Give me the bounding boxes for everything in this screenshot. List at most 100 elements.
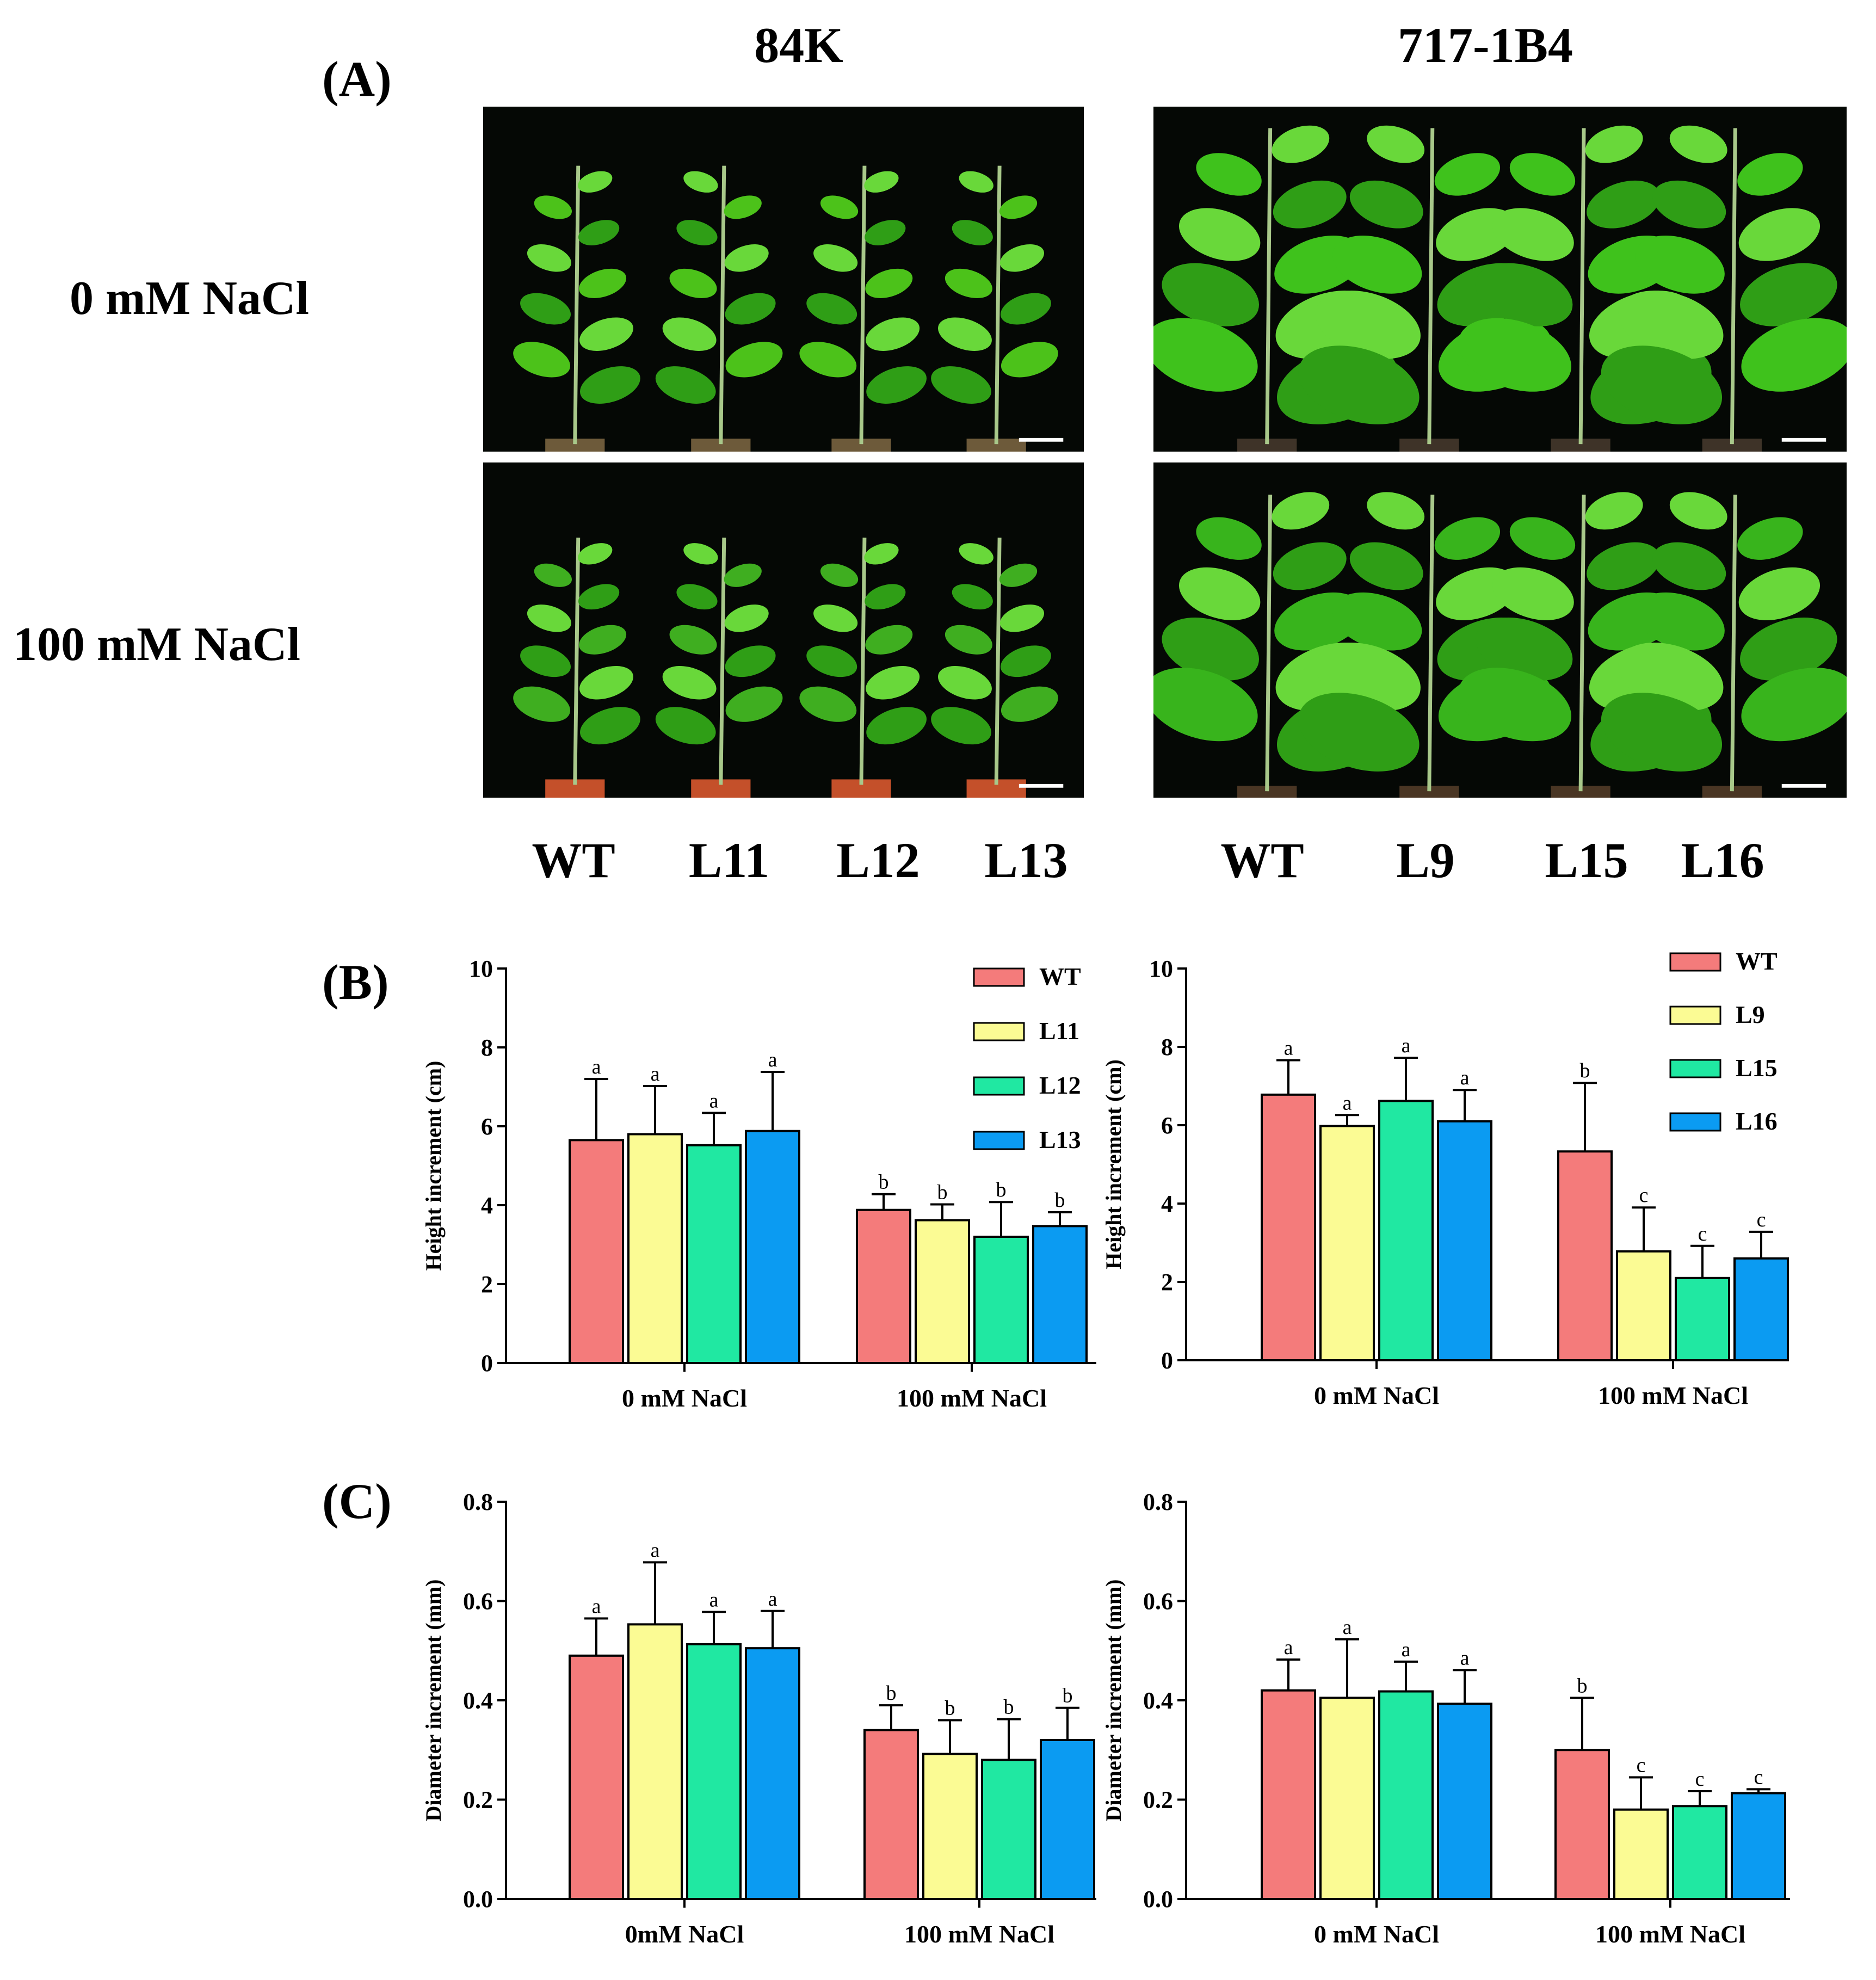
plant-leaf — [820, 195, 859, 219]
plant-pot — [966, 439, 1026, 452]
bar — [745, 1130, 800, 1364]
bar — [1032, 1225, 1088, 1364]
plant-leaf — [513, 342, 571, 378]
significance-letter: a — [592, 1056, 601, 1078]
row-label-salt: 100 mM NaCl — [13, 618, 300, 671]
plant-pot — [1551, 439, 1610, 452]
plant-leaf — [1273, 180, 1347, 229]
plant-leaf — [865, 268, 913, 298]
plant-leaf — [813, 605, 858, 632]
plant-leaf — [1332, 592, 1422, 651]
legend-swatch — [973, 967, 1025, 987]
plant-leaf — [866, 366, 927, 404]
bar — [569, 1654, 624, 1900]
plant-leaf — [1000, 645, 1051, 677]
plant-leaf — [1272, 492, 1330, 530]
plant-leaf — [580, 366, 640, 404]
plant-leaf — [676, 220, 718, 245]
plant-leaf — [1315, 291, 1421, 359]
plant-leaf — [520, 293, 571, 325]
84k-salt-photo — [481, 460, 1086, 800]
bar — [1613, 1808, 1669, 1900]
significance-letter: b — [1004, 1696, 1014, 1719]
plant — [513, 165, 640, 452]
plant-leaf — [578, 220, 620, 245]
plant-stem — [1578, 128, 1586, 445]
plant-leaf — [820, 563, 859, 587]
plant-leaf — [945, 625, 992, 655]
bar — [1261, 1689, 1316, 1900]
significance-letter: a — [1402, 1638, 1411, 1661]
category-label: 100 mM NaCl — [1595, 1920, 1745, 1948]
legend-swatch — [1669, 1006, 1721, 1025]
y-tick-label: 0.8 — [1143, 1489, 1173, 1515]
plant-leaf — [1740, 617, 1837, 681]
line-label-717-l15: L15 — [1545, 832, 1628, 888]
y-tick-label: 6 — [481, 1113, 493, 1140]
legend-label: L9 — [1736, 1001, 1765, 1028]
legend-label: L15 — [1736, 1054, 1778, 1082]
plant-leaf — [1332, 235, 1422, 294]
plant-leaf — [669, 625, 717, 655]
plant-leaf — [1741, 668, 1847, 742]
plant-pot — [1399, 786, 1459, 798]
significance-letter: b — [1577, 1674, 1588, 1697]
plant-leaf — [813, 244, 858, 272]
bar — [1557, 1150, 1613, 1361]
plant-pot — [545, 439, 605, 452]
plant-leaf — [683, 543, 718, 565]
y-axis-label: Height increment (cm) — [1101, 1059, 1126, 1269]
plant-leaf — [931, 366, 991, 404]
plant-stem — [994, 165, 1002, 445]
significance-letter: c — [1754, 1766, 1763, 1788]
plant-leaf — [724, 244, 769, 272]
legend-swatch — [1669, 1059, 1721, 1078]
plant-leaf — [1475, 263, 1573, 326]
plant-leaf — [725, 686, 783, 722]
significance-letter: a — [1402, 1034, 1411, 1057]
plant-pot — [1702, 439, 1762, 452]
plant-stem — [719, 165, 726, 445]
panel-b-label: (B) — [322, 954, 389, 1010]
legend-label: L11 — [1039, 1017, 1079, 1045]
diameter-chart-717-svg: 0.0 0.2 0.4 0.6 0.8 Diameter increment (mm) 0 … — [1101, 1489, 1790, 1948]
plant-leaf — [578, 543, 613, 565]
bar — [1378, 1690, 1434, 1900]
significance-letter: a — [651, 1539, 660, 1562]
line-label-84k-wt: WT — [532, 832, 615, 888]
y-tick-label: 10 — [1149, 955, 1173, 982]
plant-leaf — [865, 220, 906, 245]
plant-stem — [719, 538, 726, 785]
y-tick-label: 0.0 — [463, 1886, 493, 1913]
bar — [1261, 1093, 1316, 1361]
plant — [655, 538, 783, 798]
plant-leaf — [724, 195, 762, 219]
plant-leaf — [1178, 567, 1261, 620]
plant-stem — [859, 165, 867, 445]
plant-leaf — [1738, 567, 1821, 620]
legend-label: L16 — [1736, 1107, 1778, 1135]
significance-letter: b — [886, 1682, 897, 1705]
line-label-717-l9: L9 — [1396, 832, 1455, 888]
plant-leaf — [999, 605, 1045, 632]
bar — [1040, 1739, 1095, 1900]
plant-stem — [1730, 128, 1737, 445]
line-label-84k-l11: L11 — [688, 832, 770, 888]
plant-leaf — [865, 625, 913, 655]
plant-leaf — [865, 584, 906, 610]
plant-leaf — [579, 268, 627, 298]
plant — [655, 165, 783, 452]
plant-leaf — [1458, 318, 1571, 392]
plant-leaf — [1349, 180, 1423, 229]
plant-leaf — [520, 645, 571, 677]
plant-leaf — [1618, 291, 1724, 359]
height-chart-717-svg: 0 2 4 6 8 10 Height increment (cm) 0 mM NaCl 100… — [1101, 947, 1789, 1409]
plant-stem — [1427, 495, 1435, 792]
significance-letter: b — [1063, 1685, 1073, 1707]
y-tick-label: 10 — [469, 955, 493, 982]
plant-leaf — [527, 605, 572, 632]
significance-letter: c — [1639, 1184, 1649, 1207]
plant-stem — [1265, 495, 1273, 792]
legend-swatch — [1669, 952, 1721, 972]
legend-swatch — [973, 1022, 1025, 1041]
